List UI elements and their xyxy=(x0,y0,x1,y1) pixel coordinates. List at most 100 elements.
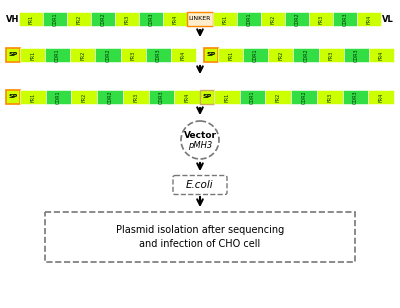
Bar xyxy=(368,90,394,104)
Text: SP: SP xyxy=(8,95,18,99)
Text: FR1: FR1 xyxy=(28,14,34,24)
Text: Vector: Vector xyxy=(184,132,216,140)
Text: FR1: FR1 xyxy=(30,51,35,60)
Text: E.coli: E.coli xyxy=(186,180,214,190)
Text: Plasmid isolation after sequencing: Plasmid isolation after sequencing xyxy=(116,225,284,235)
Text: CDR3: CDR3 xyxy=(353,90,358,104)
Bar xyxy=(20,90,46,104)
Text: CDR1: CDR1 xyxy=(246,12,252,26)
Text: SP: SP xyxy=(202,95,212,99)
Text: CDR3: CDR3 xyxy=(342,12,348,26)
Text: CDR1: CDR1 xyxy=(55,48,60,62)
Bar xyxy=(318,48,344,62)
Bar xyxy=(97,90,123,104)
Bar xyxy=(187,12,213,26)
Text: CDR1: CDR1 xyxy=(250,90,255,104)
Bar xyxy=(46,90,72,104)
Text: CDR1: CDR1 xyxy=(52,12,58,26)
Text: FR1: FR1 xyxy=(224,92,229,102)
Text: LINKER: LINKER xyxy=(189,17,211,22)
Bar xyxy=(200,90,214,104)
Bar xyxy=(70,48,96,62)
Bar xyxy=(218,48,243,62)
Bar xyxy=(96,48,120,62)
Bar xyxy=(261,12,285,26)
Bar xyxy=(342,90,368,104)
Text: FR3: FR3 xyxy=(133,92,138,102)
Bar xyxy=(115,12,139,26)
Bar xyxy=(240,90,266,104)
Bar xyxy=(45,212,355,262)
Text: CDR2: CDR2 xyxy=(108,90,112,104)
Text: FR2: FR2 xyxy=(276,92,281,102)
Text: FR2: FR2 xyxy=(82,92,87,102)
Text: SP: SP xyxy=(206,52,216,58)
Text: FR1: FR1 xyxy=(228,51,233,60)
Bar xyxy=(291,90,317,104)
Bar xyxy=(120,48,146,62)
Bar xyxy=(174,90,200,104)
Text: CDR2: CDR2 xyxy=(304,48,308,62)
Bar xyxy=(333,12,357,26)
Text: CDR1: CDR1 xyxy=(56,90,61,104)
Bar xyxy=(20,48,45,62)
Text: CDR2: CDR2 xyxy=(106,48,110,62)
Text: FR3: FR3 xyxy=(318,14,324,24)
Text: FR4: FR4 xyxy=(366,14,372,24)
Bar xyxy=(266,90,291,104)
Text: FR4: FR4 xyxy=(172,14,178,24)
Bar xyxy=(357,12,381,26)
Bar xyxy=(294,48,318,62)
Bar xyxy=(43,12,67,26)
Bar xyxy=(123,90,148,104)
Text: FR4: FR4 xyxy=(181,51,186,60)
Bar xyxy=(213,12,237,26)
Bar xyxy=(67,12,91,26)
Bar xyxy=(19,12,43,26)
Text: FR2: FR2 xyxy=(270,14,276,24)
Bar xyxy=(344,48,369,62)
Bar xyxy=(268,48,294,62)
Bar xyxy=(139,12,163,26)
Bar xyxy=(91,12,115,26)
Bar xyxy=(6,90,20,104)
Bar xyxy=(146,48,171,62)
Text: VL: VL xyxy=(382,14,393,23)
Bar xyxy=(163,12,187,26)
Text: FR1: FR1 xyxy=(222,14,228,24)
Bar xyxy=(148,90,174,104)
Bar xyxy=(285,12,309,26)
Bar xyxy=(369,48,394,62)
Text: FR3: FR3 xyxy=(329,51,334,60)
Text: FR3: FR3 xyxy=(124,14,130,24)
FancyBboxPatch shape xyxy=(173,176,227,194)
Text: CDR2: CDR2 xyxy=(294,12,300,26)
Text: VH: VH xyxy=(6,14,19,23)
Text: FR4: FR4 xyxy=(185,92,190,102)
Bar xyxy=(171,48,196,62)
Text: SP: SP xyxy=(8,52,18,58)
Bar xyxy=(72,90,97,104)
Bar xyxy=(243,48,268,62)
Text: CDR3: CDR3 xyxy=(148,12,154,26)
Text: FR4: FR4 xyxy=(379,51,384,60)
Bar xyxy=(214,90,240,104)
Text: CDR1: CDR1 xyxy=(253,48,258,62)
Text: FR2: FR2 xyxy=(76,14,82,24)
Text: FR4: FR4 xyxy=(379,92,384,102)
Text: FR3: FR3 xyxy=(131,51,136,60)
Text: CDR3: CDR3 xyxy=(156,48,161,62)
Text: pMH3: pMH3 xyxy=(188,141,212,151)
Text: FR1: FR1 xyxy=(30,92,35,102)
Text: CDR2: CDR2 xyxy=(302,90,306,104)
Bar xyxy=(237,12,261,26)
Bar xyxy=(6,48,20,62)
Bar xyxy=(317,90,342,104)
Text: FR2: FR2 xyxy=(278,51,283,60)
Bar xyxy=(45,48,70,62)
Text: CDR2: CDR2 xyxy=(100,12,106,26)
Text: and infection of CHO cell: and infection of CHO cell xyxy=(139,239,261,249)
Text: CDR3: CDR3 xyxy=(159,90,164,104)
Text: CDR3: CDR3 xyxy=(354,48,359,62)
Text: FR2: FR2 xyxy=(80,51,85,60)
